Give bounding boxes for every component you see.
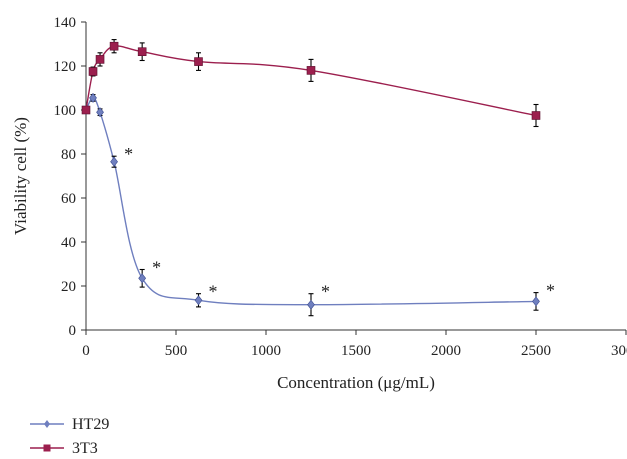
data-point <box>194 295 203 306</box>
data-point <box>138 273 147 284</box>
significance-marker: * <box>152 258 161 278</box>
data-point <box>88 67 98 76</box>
series-layer: * * * * * <box>81 39 555 317</box>
x-tick-label: 2000 <box>431 343 461 359</box>
significance-marker: * <box>546 281 555 301</box>
data-point <box>306 66 316 75</box>
significance-marker: * <box>209 282 218 302</box>
x-tick-label: 500 <box>165 343 188 359</box>
x-tick-label: 0 <box>82 343 90 359</box>
data-point <box>95 55 105 64</box>
series-3t3 <box>81 39 541 128</box>
x-tick-label: 1000 <box>251 343 281 359</box>
legend: HT29 3T3 <box>30 416 109 457</box>
x-tick-label: 1500 <box>341 343 371 359</box>
y-tick-label: 20 <box>61 279 76 295</box>
y-tick-labels: 0 20 40 60 80 100 120 140 <box>54 15 77 339</box>
legend-item-3t3: 3T3 <box>30 440 98 457</box>
x-tick-label: 2500 <box>521 343 551 359</box>
legend-label: HT29 <box>72 416 109 433</box>
axes <box>81 21 627 335</box>
y-tick-label: 140 <box>54 15 77 31</box>
y-tick-label: 40 <box>61 235 76 251</box>
y-tick-label: 100 <box>54 103 77 119</box>
x-axis-title: Concentration (μg/mL) <box>277 373 435 392</box>
data-point <box>96 107 104 118</box>
x-tick-labels: 0 500 1000 1500 2000 2500 3000 <box>82 343 627 359</box>
x-tick-label: 3000 <box>611 343 627 359</box>
data-point <box>194 57 203 66</box>
data-point <box>81 105 91 115</box>
data-point <box>532 296 540 307</box>
data-point <box>110 156 118 167</box>
significance-marker: * <box>321 282 330 302</box>
y-axis-title: Viability cell (%) <box>11 117 30 235</box>
data-point <box>109 41 119 51</box>
y-tick-label: 80 <box>61 147 76 163</box>
y-tick-label: 120 <box>54 59 77 75</box>
series-ht29: * * * * * <box>82 92 555 317</box>
y-tick-label: 0 <box>69 323 77 339</box>
data-point <box>89 92 97 103</box>
legend-swatch-marker <box>43 444 51 452</box>
legend-item-ht29: HT29 <box>30 416 109 433</box>
data-point <box>307 299 315 310</box>
legend-swatch-marker <box>44 420 50 428</box>
significance-marker: * <box>124 144 133 164</box>
data-point <box>531 111 541 120</box>
legend-label: 3T3 <box>72 440 98 457</box>
y-tick-label: 60 <box>61 191 76 207</box>
data-point <box>137 47 147 57</box>
